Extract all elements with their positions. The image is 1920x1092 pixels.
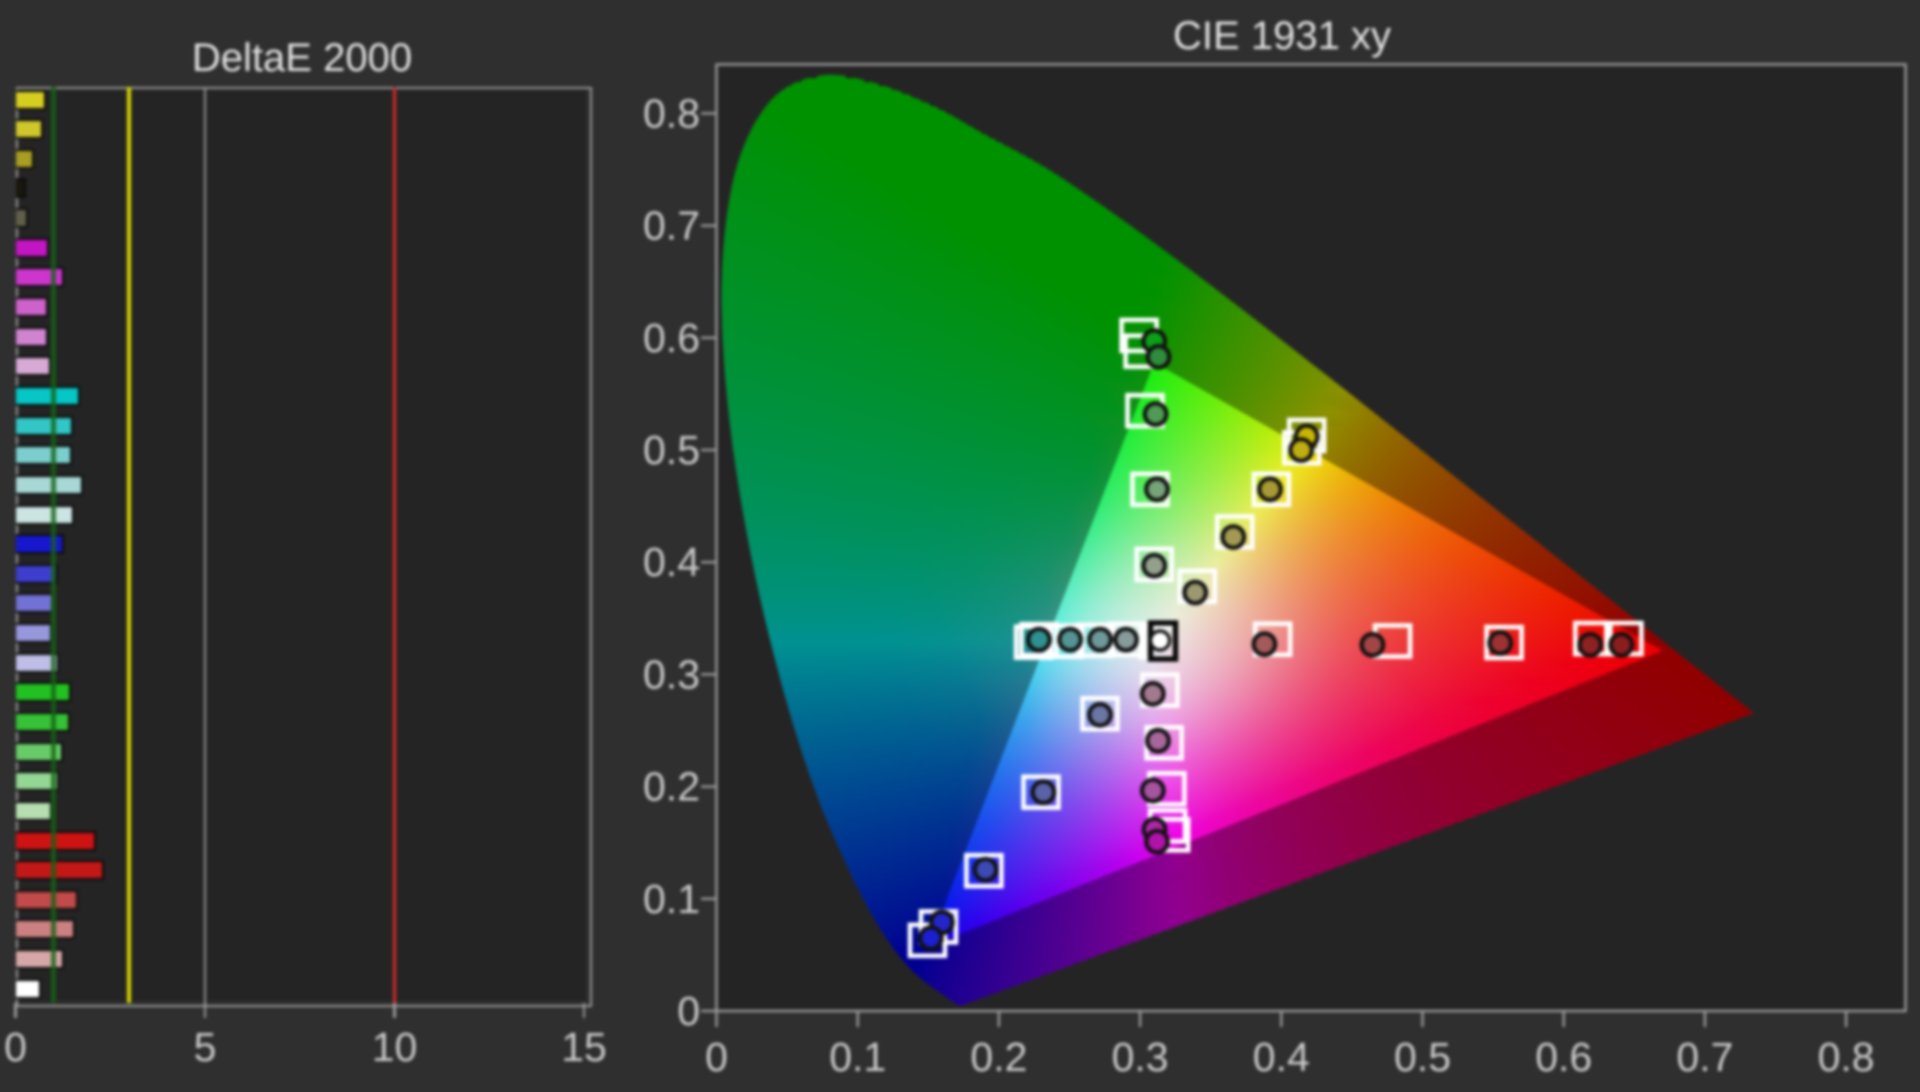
svg-text:0.6: 0.6	[1535, 1034, 1592, 1080]
svg-text:0.2: 0.2	[643, 764, 700, 810]
svg-text:0.1: 0.1	[829, 1034, 886, 1080]
svg-text:0: 0	[677, 988, 700, 1034]
svg-text:0: 0	[705, 1034, 728, 1080]
svg-text:0.3: 0.3	[643, 651, 700, 697]
svg-text:0.5: 0.5	[643, 427, 700, 473]
svg-text:CIE 1931 xy: CIE 1931 xy	[1173, 14, 1391, 58]
svg-text:0.2: 0.2	[970, 1034, 1027, 1080]
svg-text:0.4: 0.4	[643, 539, 700, 585]
svg-text:0.1: 0.1	[643, 876, 700, 922]
svg-text:0.8: 0.8	[643, 90, 700, 136]
svg-text:0.7: 0.7	[1676, 1034, 1733, 1080]
svg-text:0.8: 0.8	[1818, 1034, 1875, 1080]
svg-text:0.6: 0.6	[643, 315, 700, 361]
svg-text:0.7: 0.7	[643, 203, 700, 249]
svg-text:0.5: 0.5	[1394, 1034, 1451, 1080]
svg-text:0.4: 0.4	[1253, 1034, 1310, 1080]
svg-text:0.3: 0.3	[1112, 1034, 1169, 1080]
